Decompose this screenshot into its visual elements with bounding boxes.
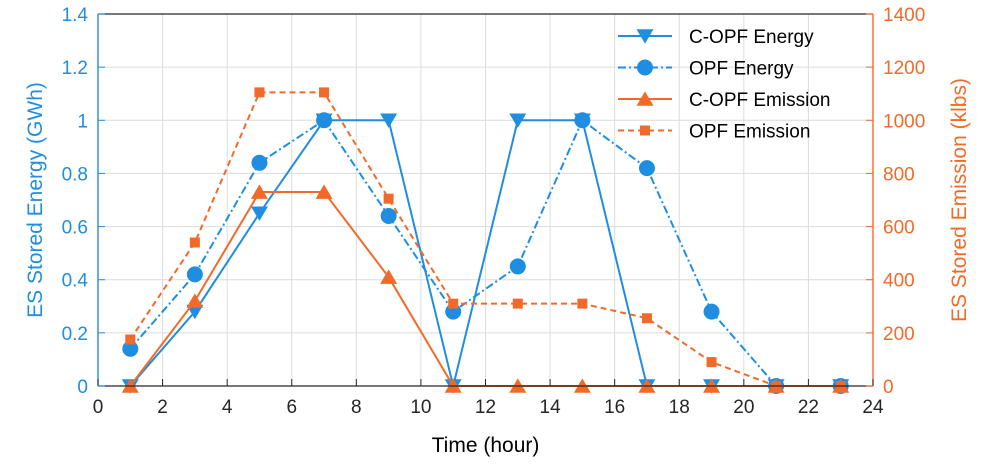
- legend: C-OPF Energy OPF Energy C-OPF Emission OPF …: [618, 27, 830, 143]
- y-axis-right-label: ES Stored Emission (klbs): [948, 78, 971, 322]
- y-left-tick-label: 1: [77, 111, 88, 132]
- series-line-1: [129, 118, 841, 387]
- x-tick-label: 16: [604, 397, 625, 418]
- x-tick-label: 14: [540, 397, 562, 418]
- y-left-tick-label: 0.8: [62, 164, 88, 185]
- data-point-3: [254, 87, 265, 98]
- data-point-3: [448, 298, 459, 309]
- legend-label-1: OPF Energy: [689, 59, 794, 80]
- data-point-3: [577, 298, 588, 309]
- y-left-tick-label: 0.2: [62, 324, 88, 345]
- data-point-1: [509, 258, 526, 275]
- y-left-tick-label: 0: [77, 377, 88, 398]
- data-point-0: [380, 113, 398, 128]
- data-point-2: [315, 184, 333, 199]
- x-tick-label: 8: [351, 397, 362, 418]
- data-point-2: [250, 184, 268, 199]
- y-right-tick-label: 1400: [883, 5, 925, 26]
- data-point-2: [186, 293, 204, 308]
- legend-label-3: OPF Emission: [689, 122, 810, 143]
- y-right-tick-label: 400: [883, 271, 915, 292]
- data-point-0: [250, 206, 268, 221]
- data-point-3: [125, 334, 136, 345]
- data-point-2: [380, 269, 398, 284]
- legend-marker-1: [637, 59, 653, 76]
- data-point-0: [509, 113, 527, 128]
- x-tick-label: 18: [669, 397, 690, 418]
- y-right-tick-label: 0: [883, 377, 894, 398]
- legend-label-0: C-OPF Energy: [689, 27, 814, 48]
- data-point-3: [383, 193, 394, 204]
- data-point-3: [706, 357, 717, 368]
- series-line-3: [129, 91, 841, 387]
- x-tick-label: 0: [93, 397, 104, 418]
- legend-marker-3: [640, 125, 650, 136]
- x-tick-label: 12: [475, 397, 496, 418]
- y-right-tick-label: 600: [883, 218, 915, 239]
- data-point-1: [574, 112, 591, 129]
- legend-marker-0: [636, 29, 654, 44]
- data-point-1: [186, 266, 203, 283]
- y-left-tick-label: 1.4: [62, 5, 89, 26]
- y-right-tick-label: 800: [883, 164, 915, 185]
- x-axis-label: Time (hour): [432, 434, 540, 457]
- x-tick-label: 10: [410, 397, 431, 418]
- data-point-3: [319, 87, 330, 98]
- y-left-tick-label: 1.2: [62, 58, 88, 79]
- x-tick-label: 24: [862, 397, 884, 418]
- data-point-1: [316, 112, 333, 129]
- data-point-3: [641, 313, 652, 324]
- data-point-3: [512, 298, 523, 309]
- data-point-0: [186, 304, 204, 320]
- legend-marker-2: [636, 91, 654, 106]
- x-tick-label: 4: [222, 397, 233, 418]
- data-point-3: [189, 237, 200, 248]
- data-point-1: [380, 207, 397, 224]
- y-axis-left-label: ES Stored Energy (GWh): [24, 82, 47, 318]
- x-tick-label: 22: [798, 397, 819, 418]
- y-right-tick-label: 200: [883, 324, 915, 345]
- y-right-tick-label: 1200: [883, 58, 925, 79]
- data-point-1: [703, 303, 720, 320]
- legend-label-2: C-OPF Emission: [689, 90, 830, 111]
- data-point-1: [638, 160, 655, 177]
- data-point-1: [251, 154, 268, 171]
- y-left-tick-label: 0.4: [62, 271, 89, 292]
- x-tick-label: 6: [286, 397, 297, 418]
- y-left-tick-label: 0.6: [62, 218, 88, 239]
- y-right-tick-label: 1000: [883, 111, 925, 132]
- x-tick-label: 2: [157, 397, 168, 418]
- x-tick-label: 20: [733, 397, 754, 418]
- axes-group: 0 2 4 6 8 10 12 14 16 18 20 22 2400.20.40.60.811.21.…: [62, 5, 926, 418]
